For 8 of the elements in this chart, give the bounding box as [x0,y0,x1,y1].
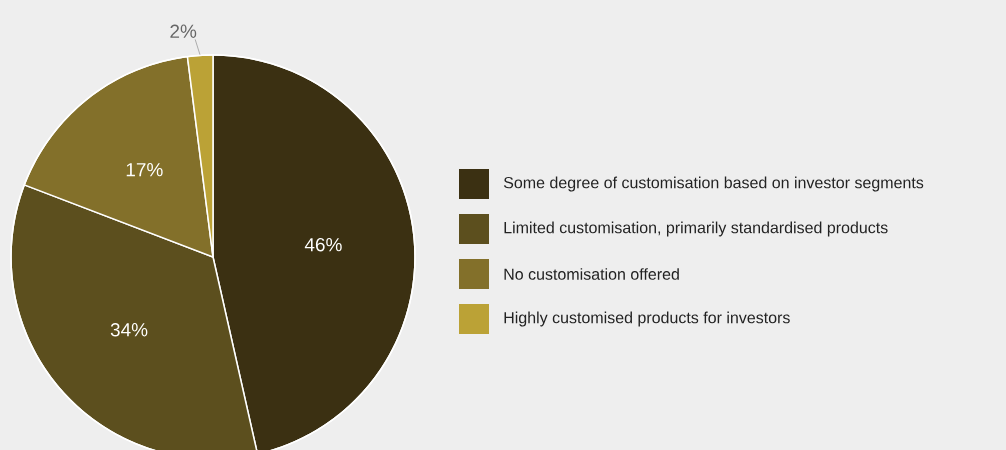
data-label: 2% [170,24,197,38]
data-label: 34% [110,323,148,337]
legend-label: No customisation offered [504,268,679,280]
legend-label: Highly customised products for investors [504,311,790,327]
data-label: 46% [304,237,342,252]
legend-label: Limited customisation, primarily standardised products [504,221,888,237]
data-label: 17% [126,163,163,177]
legend-label: Some degree of customisation based on investor segments [503,176,924,192]
